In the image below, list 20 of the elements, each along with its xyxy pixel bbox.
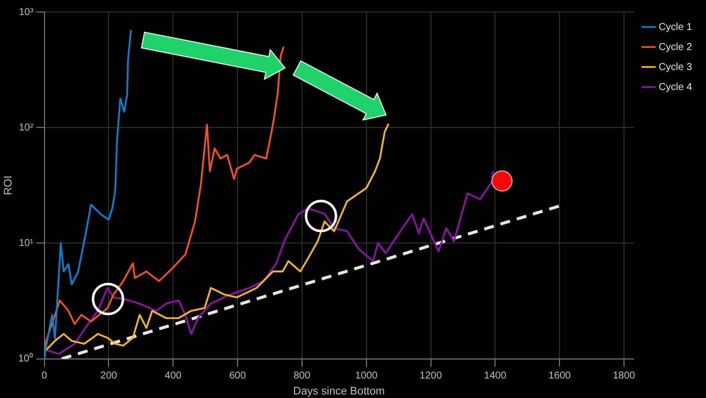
- x-tick-label: 600: [229, 370, 246, 382]
- x-tick-label: 1800: [612, 370, 636, 382]
- y-tick-label: 10¹: [18, 238, 34, 249]
- x-tick-label: 0: [42, 370, 48, 382]
- x-tick-label: 1600: [548, 370, 572, 382]
- y-tick-label: 10²: [18, 122, 34, 134]
- legend-label: Cycle 2: [658, 42, 692, 53]
- legend-label: Cycle 3: [658, 62, 692, 73]
- y-tick-label: 10⁰: [18, 352, 34, 365]
- x-tick-label: 1200: [420, 370, 442, 382]
- x-tick-label: 200: [100, 370, 118, 382]
- x-tick-label: 1400: [484, 370, 507, 382]
- x-tick-label: 1000: [355, 370, 378, 382]
- y-tick-label: 10³: [18, 6, 34, 18]
- x-tick-label: 400: [164, 370, 182, 382]
- legend-label: Cycle 4: [658, 82, 692, 93]
- legend-label: Cycle 1: [658, 22, 692, 33]
- x-tick-label: 800: [294, 370, 311, 382]
- x-axis-title: Days since Bottom: [293, 385, 385, 398]
- y-axis-title: ROI: [2, 176, 15, 196]
